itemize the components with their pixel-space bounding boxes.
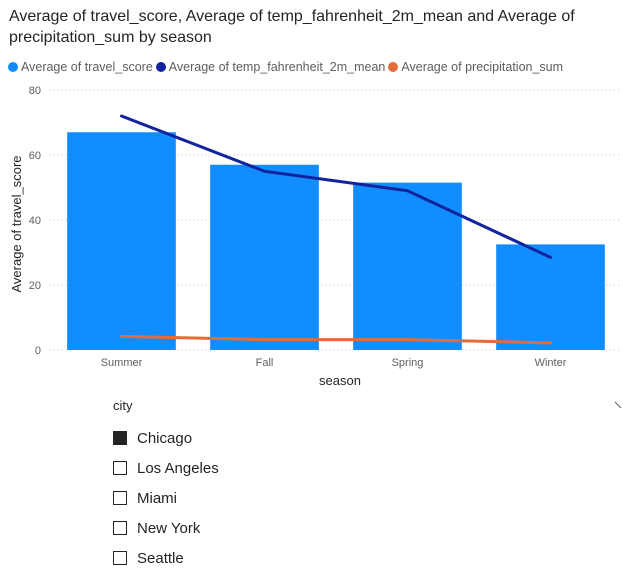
- slicer-item-miami[interactable]: Miami: [113, 483, 413, 513]
- slicer-item-new-york[interactable]: New York: [113, 513, 413, 543]
- y-tick-label: 0: [35, 345, 41, 357]
- slicer-item-label: Chicago: [137, 429, 193, 447]
- city-slicer[interactable]: city Chicago Los Angeles Miami New York Seat…: [113, 398, 413, 573]
- series-line-1[interactable]: [120, 114, 552, 259]
- y-axis-title: Average of travel_score: [9, 155, 24, 292]
- legend-marker-icon: [155, 62, 166, 72]
- x-axis-title: season: [319, 373, 361, 388]
- y-tick-label: 80: [29, 85, 41, 97]
- slicer-item-los-angeles[interactable]: Los Angeles: [113, 453, 413, 483]
- slicer-header: city: [113, 398, 133, 413]
- checkbox-checked-icon[interactable]: [113, 431, 127, 445]
- y-tick-label: 40: [29, 215, 41, 227]
- checkbox-icon[interactable]: [113, 491, 127, 505]
- slicer-list: Chicago Los Angeles Miami New York Seattle: [113, 423, 413, 573]
- bar-summer[interactable]: [67, 132, 176, 350]
- checkbox-icon[interactable]: [113, 521, 127, 535]
- legend-item[interactable]: Average of temp_fahrenheit_2m_mean: [155, 60, 386, 74]
- legend-label: Average of travel_score: [21, 60, 153, 74]
- bar-fall[interactable]: [210, 164, 319, 350]
- slicer-item-label: New York: [137, 519, 201, 537]
- chart-title: Average of travel_score, Average of temp…: [9, 8, 575, 46]
- resize-handle-icon[interactable]: [614, 400, 623, 410]
- series-line-2[interactable]: [120, 334, 552, 345]
- x-tick-label: Fall: [256, 357, 274, 369]
- x-tick-label: Spring: [392, 357, 424, 369]
- slicer-item-seattle[interactable]: Seattle: [113, 543, 413, 573]
- checkbox-icon[interactable]: [113, 551, 127, 565]
- combo-chart-visual[interactable]: Average of travel_score, Average of temp…: [0, 0, 623, 390]
- x-tick-label: Summer: [101, 357, 143, 369]
- chart-plot-area[interactable]: 0 20 40 60 80 Average of travel_score Summer Fa…: [0, 0, 623, 390]
- slicer-item-label: Los Angeles: [137, 459, 219, 477]
- x-tick-label: Winter: [535, 357, 567, 369]
- legend-label: Average of temp_fahrenheit_2m_mean: [168, 60, 386, 74]
- bar-spring[interactable]: [353, 182, 462, 350]
- legend-item[interactable]: Average of travel_score: [8, 60, 153, 74]
- legend-label: Average of precipitation_sum: [401, 60, 564, 74]
- legend-marker-icon: [8, 62, 18, 72]
- bar-winter[interactable]: [496, 244, 605, 350]
- y-tick-label: 60: [29, 150, 41, 162]
- y-tick-label: 20: [29, 280, 41, 292]
- slicer-item-label: Seattle: [137, 549, 184, 567]
- chart-legend[interactable]: Average of travel_score Average of temp_f…: [8, 58, 566, 76]
- checkbox-icon[interactable]: [113, 461, 127, 475]
- slicer-item-chicago[interactable]: Chicago: [113, 423, 413, 453]
- legend-marker-icon: [388, 62, 399, 72]
- legend-item[interactable]: Average of precipitation_sum: [388, 60, 563, 74]
- slicer-item-label: Miami: [137, 489, 177, 507]
